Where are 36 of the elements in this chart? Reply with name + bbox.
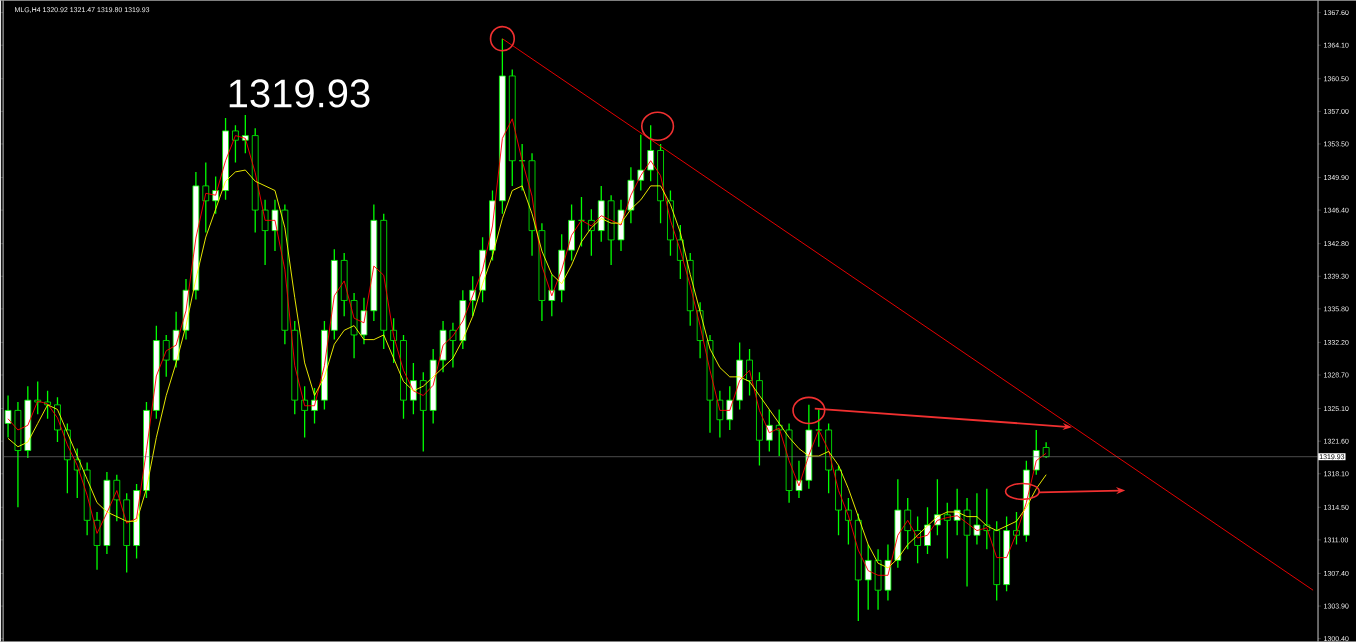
candlestick <box>330 248 338 341</box>
candlestick <box>380 212 388 350</box>
candlestick <box>419 371 427 452</box>
candlestick <box>162 334 170 378</box>
candlestick <box>24 385 32 459</box>
candlestick <box>736 341 744 410</box>
candlestick <box>815 408 823 448</box>
candlestick <box>340 252 348 317</box>
candlestick <box>123 492 131 573</box>
candlestick <box>202 161 210 233</box>
candlestick <box>973 492 981 545</box>
candlestick <box>261 198 269 266</box>
candlestick <box>993 520 1001 601</box>
candlestick <box>854 512 862 622</box>
candlestick <box>647 124 655 182</box>
candlestick <box>251 127 259 233</box>
annotation: 1319.93 <box>229 79 370 108</box>
candlestick <box>1003 515 1010 592</box>
candlestick <box>508 68 516 187</box>
candlestick <box>271 198 279 252</box>
candlestick <box>103 471 111 555</box>
candlestick <box>963 497 971 587</box>
candlestick <box>241 114 249 154</box>
candlestick <box>874 548 882 611</box>
candlestick <box>943 501 951 559</box>
candlestick <box>607 194 615 266</box>
candlestick <box>597 185 605 243</box>
candlestick <box>400 334 407 420</box>
candlestick <box>568 203 575 261</box>
candlestick <box>429 348 437 424</box>
candlestick <box>14 401 22 508</box>
candlestick <box>152 324 160 420</box>
candlestick <box>746 348 753 396</box>
candlestick <box>370 203 378 322</box>
candlestick <box>499 37 506 215</box>
candlestick <box>894 478 902 569</box>
